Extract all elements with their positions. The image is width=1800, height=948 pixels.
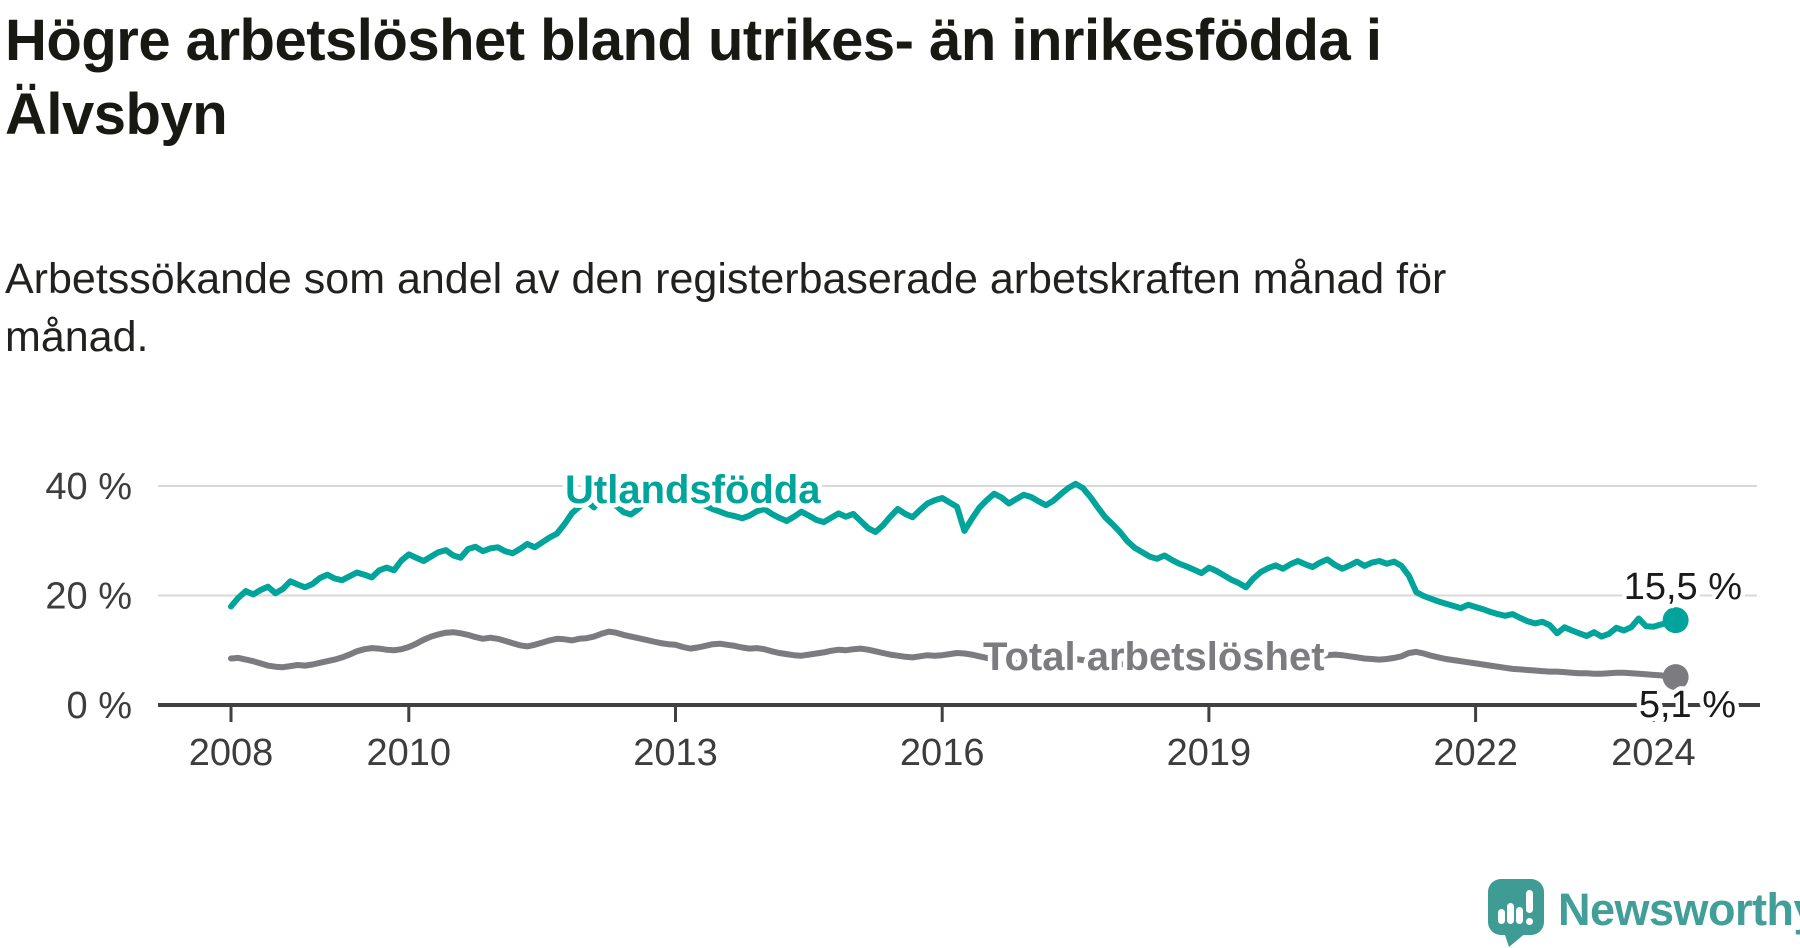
y-tick-label: 20 %: [45, 576, 132, 618]
series-lines: [228, 480, 1679, 681]
value-label-utlandsfodda: 15,5 %: [1624, 566, 1742, 608]
series-end-dot: [1662, 607, 1689, 634]
subtitle-line-2: månad.: [5, 313, 149, 361]
series-end-dots: [1662, 607, 1689, 691]
series-line-total: [228, 628, 1679, 681]
x-axis: [158, 703, 1760, 722]
page-title: Högre arbetslöshet bland utrikes- än inr…: [5, 4, 1382, 152]
subtitle-line-1: Arbetssökande som andel av den registerb…: [5, 255, 1447, 303]
series-label-total: Total arbetslöshet: [983, 635, 1325, 679]
x-tick-label: 2019: [1167, 732, 1252, 774]
x-tick-label: 2024: [1611, 732, 1696, 774]
chart-labels: 0 % 20 % 40 % 2008 2010 2013 2016 2019 2022 2024 U…: [45, 464, 1746, 775]
series-line-utlandsfodda: [228, 480, 1679, 640]
title-line-2: Älvsbyn: [5, 82, 228, 147]
newsworthy-logo-icon: [1488, 879, 1544, 947]
newsworthy-logo: Newsworthy: [1487, 878, 1800, 948]
series-end-dot: [1662, 664, 1689, 691]
series-label-utlandsfodda: Utlandsfödda: [565, 468, 821, 512]
x-tick-label: 2016: [900, 732, 985, 774]
newsworthy-wordmark: Newsworthy: [1558, 884, 1800, 935]
chart-subtitle: Arbetssökande som andel av den registerb…: [5, 250, 1446, 366]
value-label-total: 5,1 %: [1639, 684, 1736, 726]
grid-lines: [158, 485, 1757, 597]
y-tick-label: 40 %: [45, 466, 132, 508]
y-tick-label: 0 %: [67, 685, 132, 727]
x-tick-label: 2022: [1433, 732, 1518, 774]
x-tick-label: 2013: [633, 732, 718, 774]
title-line-1: Högre arbetslöshet bland utrikes- än inr…: [5, 8, 1382, 73]
x-tick-label: 2010: [367, 732, 452, 774]
x-tick-label: 2008: [189, 732, 274, 774]
